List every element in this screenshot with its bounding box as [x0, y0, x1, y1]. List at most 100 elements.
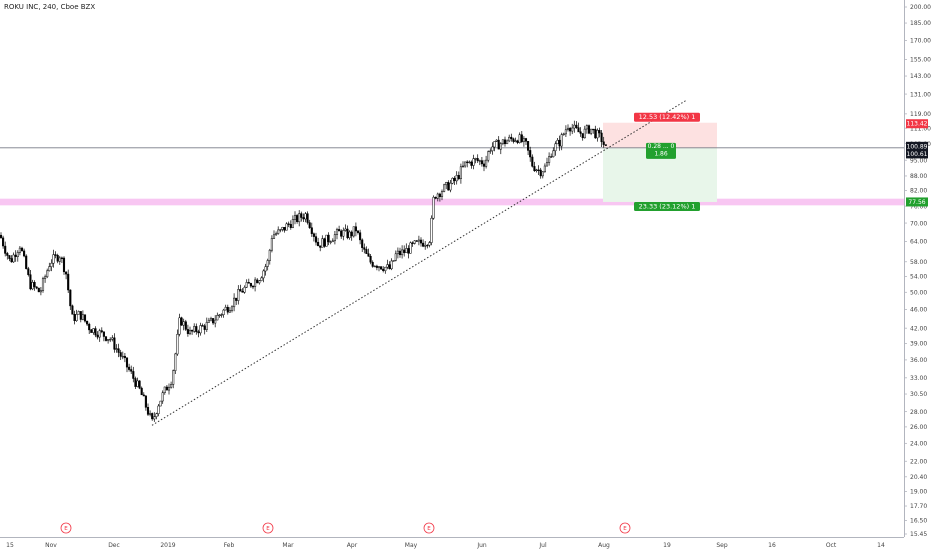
- price-badge-entry-text: 100.89: [907, 143, 928, 150]
- candle-body: [113, 337, 116, 350]
- candle-body: [508, 136, 511, 142]
- candle-body: [161, 392, 164, 402]
- candle-body: [459, 166, 462, 179]
- candle-body: [111, 337, 114, 340]
- entry-label-text-2: 1.86: [654, 150, 668, 157]
- candle-body: [228, 310, 231, 313]
- candle-body: [220, 314, 223, 316]
- candle-body: [503, 139, 507, 145]
- price-badge-stop-text: 113.42: [907, 121, 928, 128]
- candle-body: [489, 150, 492, 152]
- candle-body: [56, 255, 59, 262]
- y-tick-label: 30.50: [910, 391, 927, 398]
- entry-label-text-1: 0.28 ... 0: [648, 143, 675, 150]
- candle-body: [438, 193, 441, 197]
- candle-body: [256, 279, 259, 284]
- candle-body: [340, 230, 343, 237]
- candle-body: [579, 131, 582, 134]
- candle-body: [14, 254, 17, 257]
- candle-body: [590, 128, 593, 134]
- candle-body: [457, 175, 460, 180]
- earnings-marker-icon[interactable]: [423, 522, 435, 534]
- y-tick-label: 155.00: [910, 57, 931, 64]
- candle-body: [163, 386, 166, 393]
- candle-body: [18, 247, 21, 253]
- candle-body: [529, 150, 532, 158]
- candle-body: [65, 271, 68, 275]
- candle-body: [94, 328, 97, 336]
- candle-body: [342, 230, 345, 237]
- candle-body: [123, 355, 126, 359]
- candle-body: [109, 338, 112, 341]
- candle-body: [520, 134, 523, 142]
- candle-body: [585, 125, 588, 130]
- y-tick-label: 54.00: [910, 274, 927, 281]
- price-axis-ticks: 15.45 16.50 17.70 19.00 20.40 22.00 24.00 26.00…: [904, 4, 931, 538]
- candle-body: [71, 305, 74, 315]
- candle-body: [2, 237, 5, 247]
- candle-body: [495, 139, 498, 142]
- candle-body: [188, 329, 192, 334]
- candle-body: [356, 230, 360, 233]
- candle-body: [31, 282, 34, 290]
- candle-body: [27, 268, 30, 275]
- candle-body: [191, 329, 194, 332]
- candle-body: [369, 255, 372, 263]
- candle-body: [587, 125, 591, 134]
- candle-body: [449, 182, 452, 191]
- candle-body: [382, 268, 385, 271]
- candle-body: [474, 158, 477, 160]
- candle-body: [107, 339, 110, 341]
- x-tick-label: Jul: [538, 542, 547, 549]
- candle-body: [33, 282, 36, 288]
- candle-body: [69, 289, 72, 307]
- candle-body: [327, 234, 330, 243]
- candle-body: [598, 130, 601, 134]
- trend-line[interactable]: [151, 100, 687, 426]
- candle-body: [157, 405, 160, 414]
- price-badge-entry: 100.89: [906, 141, 928, 151]
- candle-body: [510, 136, 513, 140]
- candle-body: [79, 311, 82, 320]
- candle-body: [321, 238, 324, 248]
- y-tick-label: 200.00: [910, 4, 931, 11]
- price-badge-current-background: [906, 149, 928, 159]
- candles: [0, 120, 607, 422]
- candle-body: [46, 270, 49, 278]
- candle-body: [354, 226, 357, 232]
- candle-body: [346, 228, 349, 239]
- candle-body: [491, 146, 494, 152]
- candle-body: [58, 257, 61, 262]
- candle-body: [10, 258, 13, 263]
- candle-body: [130, 369, 133, 372]
- candle-body: [281, 227, 284, 230]
- candle-body: [52, 254, 55, 264]
- candle-body: [562, 133, 565, 135]
- candle-body: [142, 394, 145, 397]
- earnings-marker-icon[interactable]: [619, 522, 631, 534]
- candle-body: [279, 229, 282, 231]
- candle-body: [285, 223, 288, 231]
- candle-body: [461, 165, 465, 168]
- candle-body: [197, 331, 200, 334]
- price-badge-entry-background: [906, 141, 928, 151]
- candle-body: [464, 161, 467, 167]
- candle-body: [207, 319, 210, 323]
- earnings-marker-icon[interactable]: [60, 522, 72, 534]
- candle-body: [478, 160, 481, 162]
- candle-body: [569, 127, 572, 132]
- x-tick-label: 2019: [160, 542, 175, 549]
- candle-body: [422, 242, 425, 247]
- earnings-marker-icon[interactable]: [262, 522, 274, 534]
- candle-body: [380, 266, 383, 270]
- y-tick-label: 15.45: [910, 531, 927, 538]
- x-tick-label: 15: [6, 542, 14, 549]
- price-badge-target-text: 77.56: [908, 199, 925, 206]
- candle-body: [266, 260, 269, 267]
- candle-body: [186, 329, 189, 334]
- candle-body: [291, 219, 294, 228]
- candle-body: [403, 249, 406, 253]
